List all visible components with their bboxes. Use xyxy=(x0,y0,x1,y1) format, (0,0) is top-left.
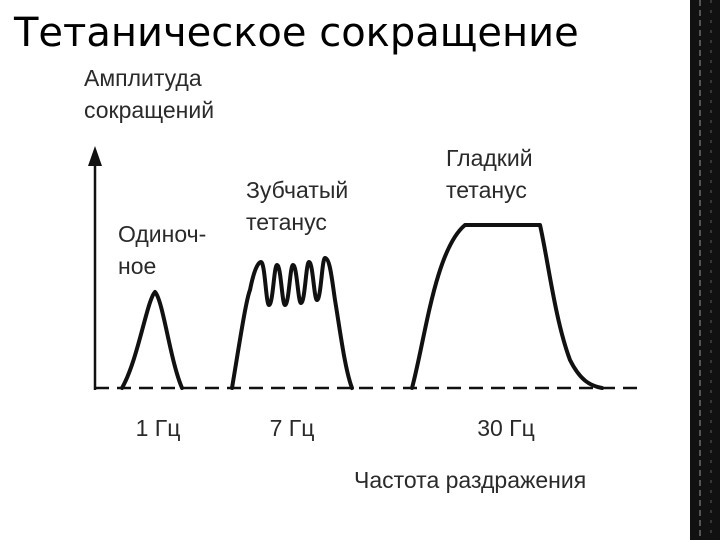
frequency-label: 7 Гц xyxy=(270,415,315,441)
slide-title: Тетаническое сокращение xyxy=(13,10,579,56)
smooth-tetanus-curve xyxy=(410,223,604,390)
side-border xyxy=(690,0,720,540)
axis-arrow xyxy=(88,146,102,166)
curve-label: тетанус xyxy=(246,209,327,235)
curve-label: Зубчатый xyxy=(246,177,348,203)
curve-label: Одиноч- xyxy=(118,221,206,247)
frequency-label: 30 Гц xyxy=(477,415,535,441)
curve-label: тетанус xyxy=(446,177,527,203)
x-axis-label: Частота раздражения xyxy=(354,467,586,493)
curve-label: ное xyxy=(118,253,156,279)
single-twitch-curve xyxy=(120,290,184,390)
curve-label: Гладкий xyxy=(446,145,533,171)
y-axis-label: сокращений xyxy=(84,97,214,123)
y-axis-label: Амплитуда xyxy=(84,65,202,91)
frequency-label: 1 Гц xyxy=(136,415,181,441)
serrated-tetanus-curve xyxy=(230,256,354,390)
